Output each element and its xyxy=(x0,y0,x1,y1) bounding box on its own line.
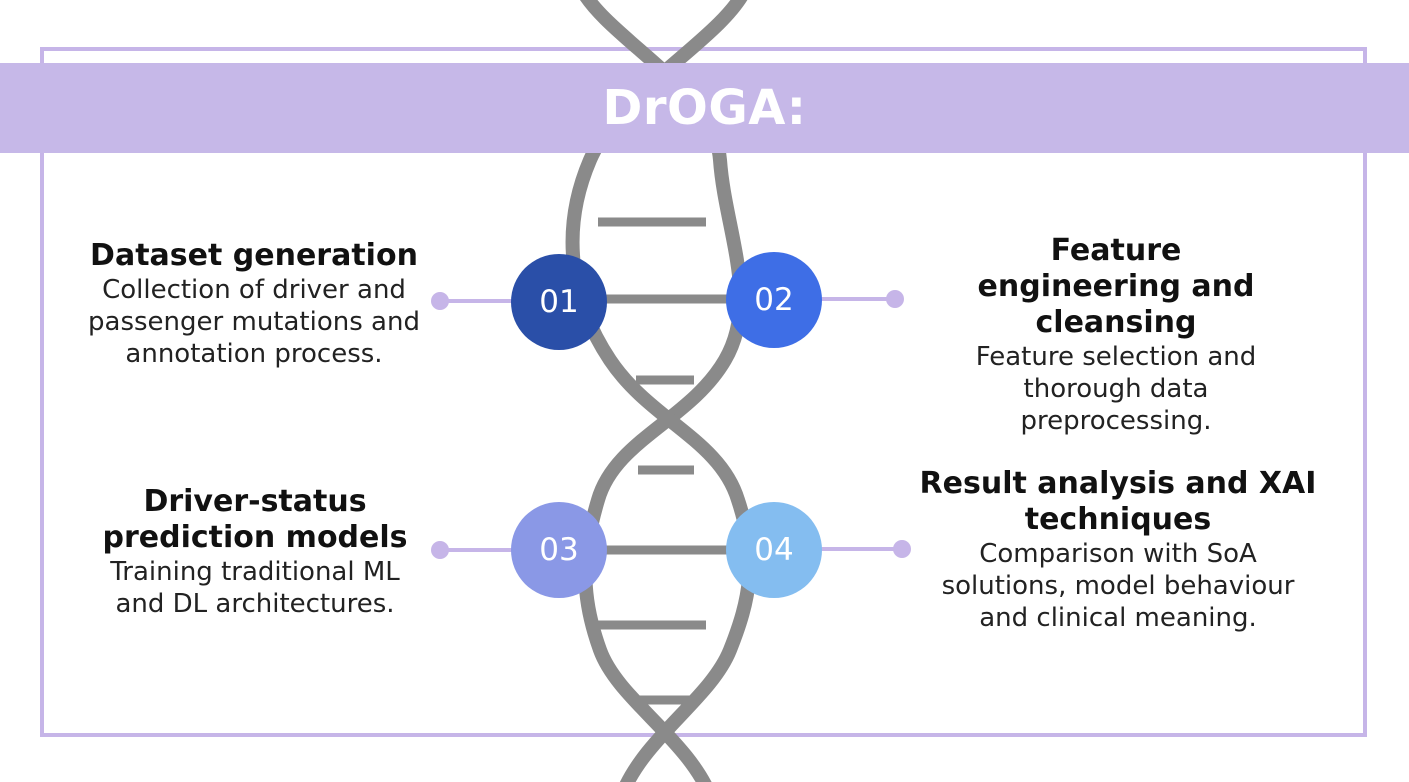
step-number: 02 xyxy=(754,282,794,318)
content-frame xyxy=(40,47,1367,737)
step-block-01: Dataset generation Collection of driver … xyxy=(80,238,428,370)
step-block-03: Driver-status prediction models Training… xyxy=(90,484,420,620)
step-heading: Dataset generation xyxy=(90,238,418,273)
step-block-02: Feature engineering and cleansing Featur… xyxy=(910,233,1322,437)
step-badge-02: 02 xyxy=(726,252,822,348)
step-description: Collection of driver and passenger mutat… xyxy=(88,275,420,369)
step-description: Training traditional ML and DL architect… xyxy=(110,557,400,619)
step-number: 04 xyxy=(754,532,794,568)
step-description: Comparison with SoA solutions, model beh… xyxy=(941,539,1295,633)
connector-04 xyxy=(812,547,904,551)
step-number: 01 xyxy=(539,284,579,320)
connector-dot-02 xyxy=(886,290,904,308)
connector-01 xyxy=(440,299,520,303)
connector-dot-03 xyxy=(431,541,449,559)
step-heading: Driver-status prediction models xyxy=(102,484,408,555)
connector-dot-01 xyxy=(431,292,449,310)
title-banner: DrOGA: xyxy=(0,63,1409,153)
page-title: DrOGA: xyxy=(602,80,807,136)
helix-rungs xyxy=(590,217,742,705)
step-block-04: Result analysis and XAI techniques Compa… xyxy=(912,466,1324,634)
connector-02 xyxy=(812,297,894,301)
connector-dot-04 xyxy=(893,540,911,558)
step-badge-04: 04 xyxy=(726,502,822,598)
step-description: Feature selection and thorough data prep… xyxy=(975,342,1257,436)
step-badge-03: 03 xyxy=(511,502,607,598)
step-badge-01: 01 xyxy=(511,254,607,350)
step-heading: Result analysis and XAI techniques xyxy=(919,466,1317,537)
step-number: 03 xyxy=(539,532,579,568)
connector-03 xyxy=(440,548,520,552)
step-heading: Feature engineering and cleansing xyxy=(977,233,1255,340)
